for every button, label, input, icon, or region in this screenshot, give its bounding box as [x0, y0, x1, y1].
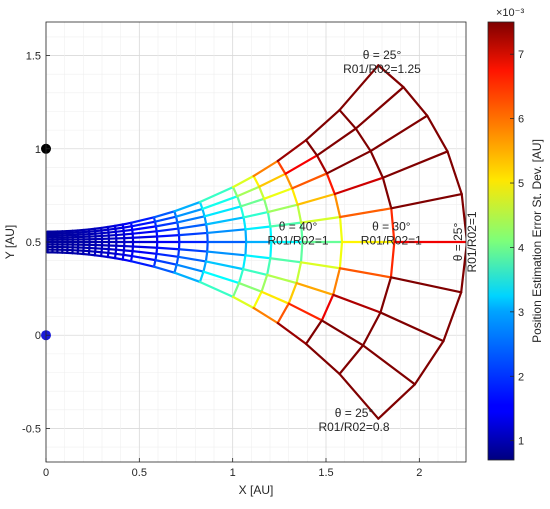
colorbar-tick-label: 3 — [518, 307, 524, 319]
mesh-segment — [116, 234, 124, 235]
y-tick-label: 1.5 — [26, 51, 41, 63]
mesh-segment — [206, 252, 207, 262]
colorbar-exponent: ×10⁻³ — [496, 7, 524, 19]
annotation-line-2: R01/R02=1 — [361, 234, 422, 248]
mesh-segment — [115, 225, 123, 226]
mesh-segment — [115, 258, 123, 259]
colorbar-label: Position Estimation Error St. Dev. [AU] — [530, 139, 544, 343]
y-tick-label: 1 — [35, 144, 41, 156]
annotation-line-1: θ = 25° — [335, 406, 374, 420]
x-tick-label: 1 — [230, 467, 236, 479]
y-axis-label: Y [AU] — [3, 225, 17, 259]
mesh-segment — [133, 237, 157, 238]
mesh-segment — [124, 234, 133, 235]
annotation-line-2: R01/R02=1.25 — [343, 62, 421, 76]
colorbar-tick-label: 5 — [518, 178, 524, 190]
mesh-segment — [109, 249, 116, 250]
mesh-segment — [245, 229, 246, 242]
colorbar-gradient — [488, 22, 514, 460]
x-tick-label: 1.5 — [318, 467, 333, 479]
mesh-segment — [157, 235, 179, 236]
x-axis-label: X [AU] — [239, 483, 274, 497]
annotation-line-1: θ = 30° — [372, 220, 411, 234]
mesh-segment — [123, 226, 131, 227]
mesh-segment — [245, 242, 246, 255]
mesh-segment — [116, 231, 124, 232]
x-tick-label: 2 — [416, 467, 422, 479]
annotation-line-2: R01/R02=1 — [465, 211, 479, 272]
colorbar-tick-label: 2 — [518, 371, 524, 383]
mesh-segment — [177, 257, 179, 265]
colorbar-tick-label: 6 — [518, 114, 524, 126]
y-tick-label: 0 — [35, 330, 41, 342]
colorbar-tick-label: 4 — [518, 242, 524, 254]
annotation-line-1: θ = 40° — [279, 220, 318, 234]
annotation-line-2: R01/R02=1 — [267, 234, 328, 248]
y-tick-label: -0.5 — [22, 423, 41, 435]
annotation-line-2: R01/R02=0.8 — [318, 420, 389, 434]
colorbar-tick-label: 1 — [518, 436, 524, 448]
mesh-segment — [123, 255, 132, 256]
mesh-segment — [133, 246, 157, 247]
mesh-segment — [206, 224, 207, 233]
mesh-segment — [115, 228, 123, 229]
x-tick-label: 0.5 — [132, 467, 147, 479]
y-tick-label: 0.5 — [26, 237, 41, 249]
mesh-segment — [124, 230, 133, 231]
mesh-segment — [157, 248, 179, 249]
colorbar: ×10⁻³ Position Estimation Error St. Dev.… — [488, 7, 544, 460]
mesh-segment — [116, 254, 124, 255]
colorbar-tick-label: 7 — [518, 49, 524, 61]
mesh-segment — [116, 250, 124, 251]
mesh-segment — [178, 249, 179, 257]
annotation-line-1: θ = 25° — [451, 223, 465, 262]
annotation-line-1: θ = 25° — [363, 48, 402, 62]
x-tick-label: 0 — [43, 467, 49, 479]
mesh-segment — [124, 250, 133, 251]
